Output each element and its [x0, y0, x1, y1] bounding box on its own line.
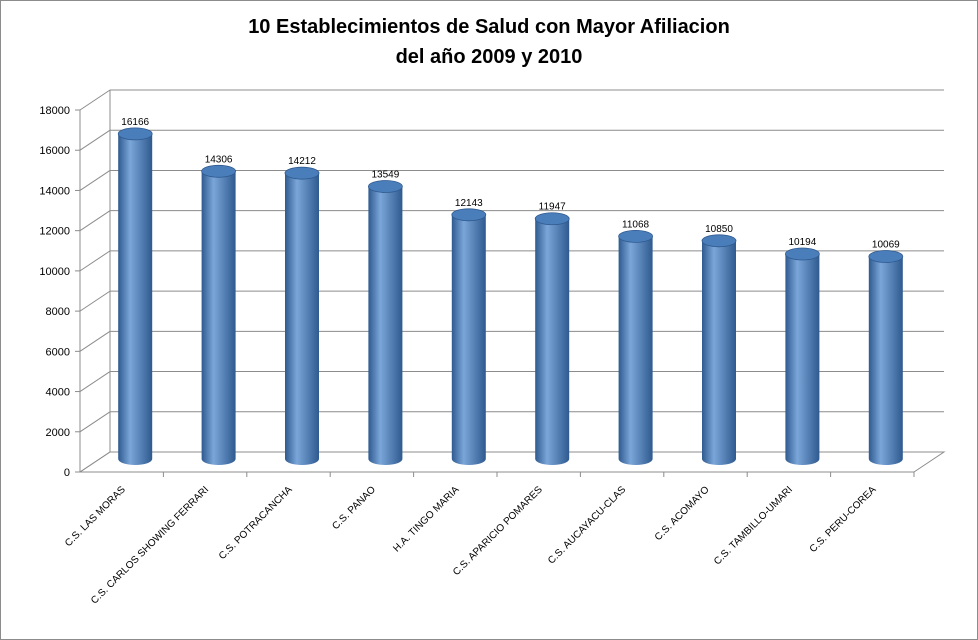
bar: [367, 180, 403, 465]
bar: [701, 234, 737, 465]
bar: [534, 212, 570, 465]
bar-body: [285, 173, 319, 465]
bar-body: [535, 218, 570, 465]
bar-top: [201, 164, 237, 178]
x-tick-label: C.S. AUCAYACU-CLAS: [546, 484, 628, 566]
x-tick-label: C.S. APARICIO POMARES: [451, 484, 545, 578]
gridline-depth: [79, 411, 111, 433]
bar-body: [201, 171, 236, 465]
bar-top: [701, 234, 737, 248]
data-label: 16166: [121, 117, 149, 128]
data-label: 11947: [539, 202, 567, 213]
data-label: 14306: [205, 154, 233, 165]
bar-body: [368, 186, 403, 465]
bar: [618, 230, 653, 465]
x-tick-label: H.A. TINGO MARIA: [391, 484, 461, 554]
bar-body: [702, 240, 736, 465]
bar-top: [868, 250, 904, 263]
data-label: 14212: [288, 156, 316, 167]
gridline-depth: [79, 129, 111, 151]
data-label: 10850: [705, 224, 733, 235]
gridline-depth: [79, 290, 111, 312]
data-label: 12143: [455, 198, 483, 209]
bar: [785, 247, 820, 465]
gridline-depth: [79, 210, 111, 232]
x-tick-label: C.S. POTRACANCHA: [217, 484, 295, 562]
data-label: 13549: [371, 170, 399, 181]
x-tick-label: C.S. TAMBILLO-UMARI: [712, 484, 795, 567]
data-labels: 16166 14306 14212 13549 12143 11947 11068 10850…: [121, 117, 900, 251]
bar: [868, 250, 904, 465]
gridline-depth: [79, 89, 111, 111]
bar-body: [618, 236, 653, 465]
bar-top: [534, 212, 570, 226]
bar-top: [785, 247, 820, 261]
bar-body: [451, 214, 486, 465]
x-tick-label: C.S. ACOMAYO: [653, 484, 712, 543]
bar: [451, 208, 487, 465]
chart-title: 10 Establecimientos de Salud con Mayor A…: [248, 16, 730, 38]
bar: [201, 164, 237, 465]
gridline-depth: [79, 451, 111, 473]
bars: [117, 127, 904, 465]
bar: [284, 166, 320, 465]
bar-top: [284, 166, 320, 180]
data-label: 10069: [872, 240, 900, 251]
y-tick-label: 10000: [39, 266, 70, 278]
chart-subtitle: del año 2009 y 2010: [395, 46, 583, 68]
bar-body: [868, 256, 903, 465]
gridline-depth: [79, 250, 111, 272]
data-label: 10194: [788, 237, 816, 248]
bar-body: [118, 133, 153, 465]
bar: [117, 127, 153, 465]
x-tick-label: C.S. PERU-COREA: [808, 484, 879, 555]
bar-top: [367, 180, 403, 193]
gridline-depth: [79, 170, 111, 191]
gridline-depth: [79, 330, 111, 352]
y-tick-label: 0: [64, 467, 70, 479]
y-tick-label: 14000: [39, 185, 70, 197]
bar-top: [618, 230, 653, 243]
y-tick-label: 6000: [46, 346, 70, 358]
bar-top: [117, 127, 153, 141]
y-tick-label: 18000: [39, 105, 70, 117]
bar-top: [451, 208, 487, 222]
x-tick-label: C.S. LAS MORAS: [63, 484, 128, 549]
data-label: 11068: [622, 219, 650, 230]
y-tick-label: 8000: [46, 306, 70, 318]
y-tick-label: 4000: [46, 387, 70, 399]
y-tick-label: 2000: [46, 427, 70, 439]
bar-body: [785, 253, 820, 465]
gridline-depth: [79, 371, 111, 392]
y-tick-label: 12000: [39, 226, 70, 238]
y-tick-label: 16000: [39, 145, 70, 157]
y-axis: 0 2000 4000 6000 8000 10000 12000 14000 16000 180…: [39, 105, 80, 479]
x-tick-label: C.S. PANAO: [330, 484, 378, 532]
